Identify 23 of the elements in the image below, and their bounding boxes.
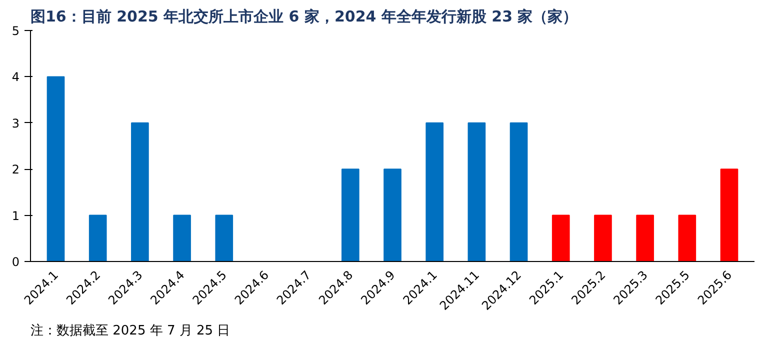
y-tick-label: 5 — [12, 24, 20, 38]
y-tick-label: 4 — [12, 70, 20, 84]
bar — [552, 214, 570, 262]
bar — [468, 122, 486, 262]
bar — [215, 214, 234, 262]
bar — [636, 214, 654, 262]
bar — [88, 214, 107, 262]
y-tick-label: 2 — [12, 162, 20, 177]
bar — [510, 122, 528, 262]
y-tick-label: 1 — [12, 208, 20, 223]
y-tick-label: 3 — [12, 116, 20, 130]
bar — [46, 76, 65, 262]
chart-title: 图16：目前 2025 年北交所上市企业 6 家，2024 年全年发行新股 23 家（家） — [30, 8, 578, 26]
bar — [678, 214, 696, 262]
bar — [426, 122, 444, 262]
bar — [720, 168, 738, 262]
y-tick-label: 0 — [12, 255, 20, 269]
bar — [131, 122, 149, 262]
bar — [173, 214, 191, 262]
bar — [594, 214, 612, 262]
bar — [341, 168, 360, 262]
bar — [384, 168, 402, 262]
text: 注：数据截至 2025 年 7 月 25 日 — [30, 324, 230, 338]
